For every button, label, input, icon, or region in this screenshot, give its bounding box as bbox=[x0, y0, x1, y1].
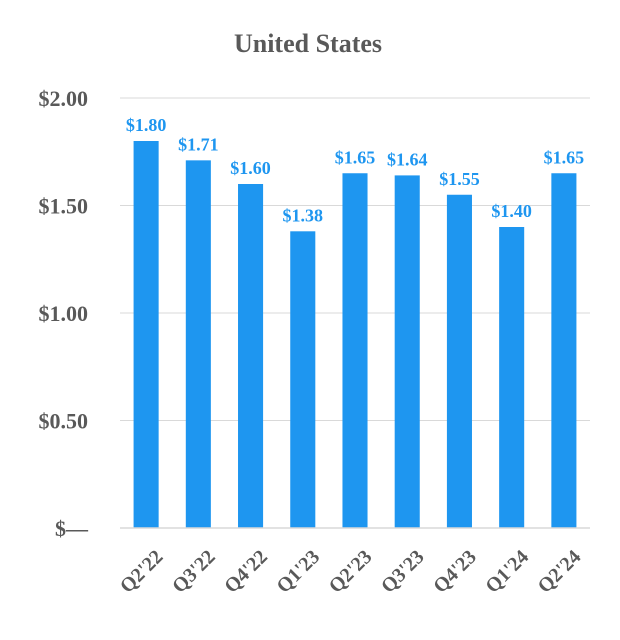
data-label: $1.38 bbox=[283, 205, 324, 225]
y-axis-tick-labels: $— $0.50 $1.00 $1.50 $2.00 bbox=[39, 86, 90, 541]
data-label: $1.65 bbox=[544, 147, 585, 167]
data-label: $1.55 bbox=[439, 169, 480, 189]
x-tick-label: Q4'22 bbox=[220, 546, 272, 598]
x-axis-tick-labels: Q2'22 Q3'22 Q4'22 Q1'23 Q2'23 Q3'23 Q4'23 Q1'24… bbox=[116, 546, 585, 598]
y-tick-label: $0.50 bbox=[39, 409, 89, 434]
bar bbox=[133, 141, 159, 528]
chart-title: United States bbox=[234, 29, 382, 58]
x-tick-label: Q3'23 bbox=[377, 546, 429, 598]
x-tick-label: Q2'24 bbox=[534, 546, 586, 598]
data-labels: $1.80 $1.71 $1.60 $1.38 $1.65 $1.64 $1.55 $1.40… bbox=[126, 115, 584, 225]
data-label: $1.65 bbox=[335, 147, 376, 167]
x-tick-label: Q2'23 bbox=[325, 546, 377, 598]
data-label: $1.40 bbox=[491, 201, 532, 221]
y-tick-label: $1.50 bbox=[39, 194, 89, 219]
x-tick-label: Q1'23 bbox=[273, 546, 325, 598]
bars bbox=[133, 141, 577, 529]
data-label: $1.60 bbox=[230, 158, 271, 178]
data-label: $1.64 bbox=[387, 149, 428, 169]
bar bbox=[185, 160, 211, 528]
data-label: $1.71 bbox=[178, 134, 219, 154]
y-tick-label: $2.00 bbox=[39, 86, 89, 111]
bar bbox=[342, 173, 368, 528]
x-tick-label: Q2'22 bbox=[116, 546, 168, 598]
bar bbox=[499, 227, 525, 528]
x-tick-label: Q4'23 bbox=[429, 546, 481, 598]
bar bbox=[238, 184, 264, 528]
bar bbox=[551, 173, 577, 528]
x-tick-label: Q1'24 bbox=[481, 546, 533, 598]
bar bbox=[290, 231, 316, 529]
y-tick-label: $— bbox=[55, 516, 89, 541]
x-tick-label: Q3'22 bbox=[168, 546, 220, 598]
bar bbox=[446, 194, 472, 528]
y-tick-label: $1.00 bbox=[39, 301, 89, 326]
bar bbox=[394, 175, 420, 528]
data-label: $1.80 bbox=[126, 115, 167, 135]
